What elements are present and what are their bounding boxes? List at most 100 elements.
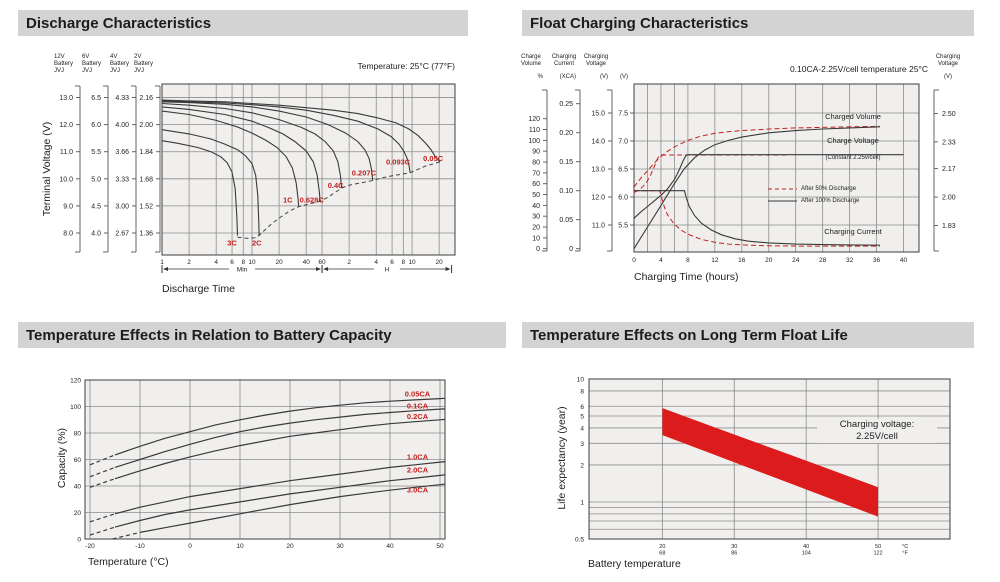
capacity-curve-dashed-3.0CA: [112, 531, 141, 540]
x-tick-label: 0: [632, 257, 636, 264]
y-scale-header: Volume: [521, 61, 542, 67]
y-scale-label: 7.0: [618, 139, 628, 146]
capacity-curve-dashed-1.0CA: [89, 513, 116, 523]
y-scale-label: 0.15: [559, 159, 573, 166]
float-condition-note: 0.10CA-2.25V/cell temperature 25°C: [789, 64, 928, 74]
y-scale-header: Charging: [936, 54, 960, 60]
y-scale-label: 3.33: [115, 176, 129, 183]
capacity-curve-dashed-0.1CA: [89, 466, 116, 478]
x-tick-label: 4: [374, 259, 378, 266]
curve-label: 1C: [283, 195, 293, 204]
y-scale-header: Voltage: [938, 61, 959, 67]
x-tick-label: 20: [436, 259, 444, 266]
curve-label: 0.05C: [423, 154, 444, 163]
curve-label: 0.4C: [328, 181, 344, 190]
discharge-y-axis-label: Terminal Voltage (V): [41, 121, 53, 217]
y-tick-label: 100: [70, 404, 81, 411]
x-tick-label: 4: [659, 257, 663, 264]
y-scale-label: 4.33: [115, 95, 129, 102]
curve-label: 0.093C: [386, 157, 411, 166]
section-title-temp-capacity: Temperature Effects in Relation to Batte…: [18, 322, 506, 348]
x-tick-label: 8: [402, 259, 406, 266]
plot-background: [589, 379, 950, 539]
x-tick-label: 6: [390, 259, 394, 266]
x-tick-label: 40: [303, 259, 311, 266]
y-scale-header: JVJ: [82, 68, 92, 74]
y-scale-label: 2.33: [942, 139, 956, 146]
y-scale-label: 0.05: [559, 217, 573, 224]
capacity-curve-0.05CA: [114, 397, 446, 456]
curve-label: 0.628C: [300, 195, 325, 204]
y-scale-label: 5.5: [91, 149, 101, 156]
x-axis-unit-celsius: °C: [902, 544, 908, 550]
x-tick-label: 6: [230, 259, 234, 266]
x-axis-unit-fahrenheit: °F: [902, 551, 908, 557]
capacity-x-axis-label: Temperature (°C): [88, 556, 169, 568]
y-scale-label: 10.0: [59, 176, 73, 183]
section-title-text: Discharge Characteristics: [26, 14, 212, 32]
y-scale-header: Charging: [584, 54, 608, 60]
capacity-curve-1.0CA: [114, 461, 446, 515]
x-tick-label: 20: [765, 257, 773, 264]
y-scale-label: 20: [532, 225, 540, 232]
x-tick-label-fahrenheit: 86: [731, 551, 737, 557]
y-scale-header: 12V: [54, 54, 65, 60]
charging-voltage-annotation: Charging voltage: 2.25V/cell: [817, 419, 937, 443]
curve-label: 3C: [227, 239, 237, 248]
annotation-line-2: 2.25V/cell: [856, 431, 898, 442]
y-scale-header: Battery: [110, 61, 129, 67]
curve-label: 2.0CA: [407, 466, 429, 475]
x-tick-label: -20: [85, 543, 95, 550]
x-tick-label: 40: [900, 257, 908, 264]
y-scale-label: 70: [532, 170, 540, 177]
constant-voltage-note: (Constant 2.25v/cell): [825, 155, 881, 161]
y-scale-header: JVJ: [110, 68, 120, 74]
y-tick-label: 8: [580, 388, 584, 395]
y-tick-label: 4: [580, 425, 584, 432]
y-scale-label: 10: [532, 235, 540, 242]
y-scale-label: 6.0: [618, 195, 628, 202]
section-title-text: Temperature Effects in Relation to Batte…: [26, 326, 392, 344]
y-scale-label: 1.83: [942, 223, 956, 230]
charged-volume-label: Charged Volume: [825, 112, 881, 121]
x-tick-label-celsius: 50: [875, 544, 881, 550]
x-tick-label: 10: [248, 259, 256, 266]
y-scale-header: 4V: [110, 54, 117, 60]
plot-border: [84, 379, 446, 540]
y-scale-label: 12.0: [591, 195, 605, 202]
float-x-axis-label: Charging Time (hours): [634, 271, 739, 283]
y-scale-label: 30: [532, 214, 540, 221]
discharge-x-axis-label: Discharge Time: [162, 283, 235, 295]
y-scale-label: 0.10: [559, 188, 573, 195]
y-scale-label: 90: [532, 149, 540, 156]
annotation-line-1: Charging voltage:: [839, 419, 915, 430]
y-scale-header: Current: [554, 61, 574, 67]
x-tick-label: 28: [819, 257, 827, 264]
section-title-text: Float Charging Characteristics: [530, 14, 749, 32]
capacity-curve-0.1CA: [114, 408, 446, 468]
curve-label: 0.05CA: [405, 389, 431, 398]
y-scale-label: 2.00: [942, 195, 956, 202]
y-scale-label: 6.0: [91, 122, 101, 129]
plot-background: [85, 380, 445, 539]
y-scale-label: 14.0: [591, 139, 605, 146]
x-tick-label: 36: [873, 257, 881, 264]
y-scale-label: 4.5: [91, 203, 101, 210]
section-title-float-charging: Float Charging Characteristics: [522, 10, 974, 36]
discharge-curve-0.207C: [161, 101, 374, 181]
y-scale-label: 1.68: [139, 176, 153, 183]
x-tick-label: 60: [318, 259, 326, 266]
y-tick-label: 40: [74, 484, 82, 491]
y-tick-label: 3: [580, 441, 584, 448]
charge-voltage-label: Charge Voltage: [827, 136, 879, 145]
x-tick-label-fahrenheit: 104: [802, 551, 811, 557]
y-scale-label: 6.5: [618, 167, 628, 174]
x-tick-label: 30: [336, 543, 344, 550]
y-scale-label: 13.0: [59, 95, 73, 102]
section-title-text: Temperature Effects on Long Term Float L…: [530, 326, 848, 344]
y-scale-label: 110: [529, 127, 540, 134]
x-tick-label: 40: [386, 543, 394, 550]
arrowhead: [323, 267, 329, 271]
y-scale-label: 50: [532, 192, 540, 199]
